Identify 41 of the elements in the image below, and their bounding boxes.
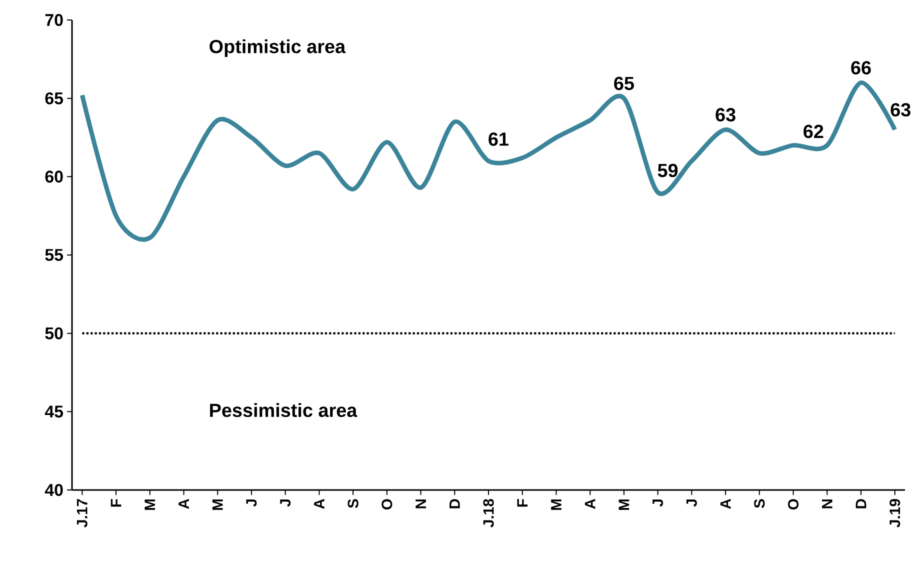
x-tick-label: O xyxy=(382,499,392,510)
annotation: Pessimistic area xyxy=(210,403,358,418)
data-label: 62 xyxy=(804,124,824,138)
x-tick-label: A xyxy=(584,498,596,509)
x-tick-label: A xyxy=(314,498,324,509)
y-tick-label: 60 xyxy=(45,170,63,183)
x-tick-label: S xyxy=(348,499,358,508)
x-tick-label: J.18 xyxy=(483,498,494,528)
annotation: Optimistic area xyxy=(210,39,346,57)
data-label: 65 xyxy=(614,76,634,90)
y-tick-label: 50 xyxy=(45,327,63,340)
y-tick-label: 55 xyxy=(45,249,64,261)
x-tick-label: A xyxy=(720,498,731,509)
data-label: 63 xyxy=(716,108,736,122)
x-tick-label: J.19 xyxy=(890,499,900,528)
y-tick-label: 45 xyxy=(44,406,64,418)
x-tick-label: J xyxy=(280,500,291,507)
x-tick-label: N xyxy=(822,500,832,508)
x-tick-label: J xyxy=(246,500,257,507)
y-tick-label: 40 xyxy=(44,484,63,496)
x-tick-label: M xyxy=(618,500,630,510)
data-label: 59 xyxy=(658,164,678,178)
x-tick-label: M xyxy=(144,500,156,510)
data-label: 66 xyxy=(851,61,871,74)
x-tick-label: M xyxy=(212,500,223,510)
y-tick-label: 65 xyxy=(45,92,64,104)
x-tick-label: J xyxy=(686,500,697,507)
x-tick-label: N xyxy=(416,500,426,508)
x-tick-label: O xyxy=(788,499,799,510)
x-tick-label: F xyxy=(517,499,528,507)
x-tick-label: A xyxy=(178,498,189,509)
x-tick-label: S xyxy=(754,499,765,508)
x-tick-label: D xyxy=(450,499,460,508)
x-tick-label: F xyxy=(110,499,122,507)
x-tick-label: M xyxy=(551,500,562,510)
x-tick-label: J.17 xyxy=(76,499,88,528)
y-tick-label: 70 xyxy=(45,14,63,26)
x-tick-label: J xyxy=(652,500,664,507)
data-label: 61 xyxy=(488,132,508,146)
data-label: 63 xyxy=(890,103,910,117)
x-tick-label: D xyxy=(856,499,866,508)
